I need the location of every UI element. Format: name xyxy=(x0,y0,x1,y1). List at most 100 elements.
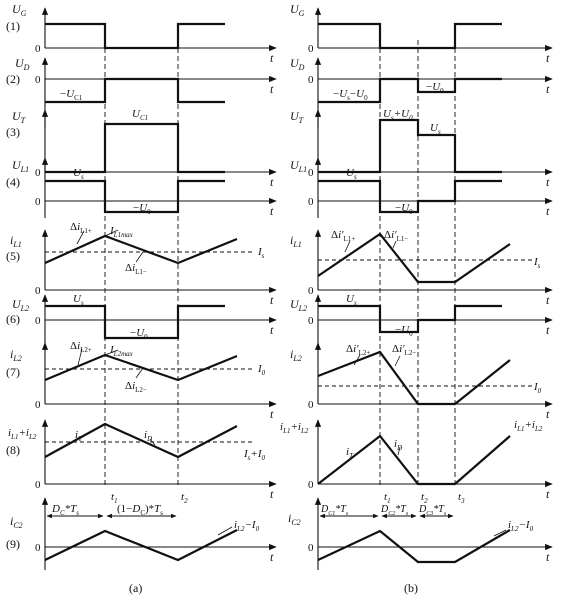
panel-b-time-guides xyxy=(379,40,456,488)
delta-il2-rise-label: Δi′L2+ xyxy=(346,343,370,357)
ic2-waveform xyxy=(317,529,511,564)
i0-label: I0 xyxy=(257,363,266,377)
row-number: (4) xyxy=(6,175,20,189)
panel-b-zero-labels: 0 0 0 0 0 0 0 0 0 xyxy=(308,43,314,554)
t1-label: t1 xyxy=(384,491,391,505)
neg-u0-label: −U0 xyxy=(395,202,413,216)
zero-label: 0 xyxy=(35,315,41,327)
ut-waveform xyxy=(318,118,502,174)
t-axis-label: t xyxy=(546,323,550,337)
il2-waveform xyxy=(44,353,238,382)
panel-b-waveforms xyxy=(317,22,511,564)
il2max-label: IL2max xyxy=(109,344,134,358)
panel-a-caption: (a) xyxy=(129,581,142,595)
panel-a-axes xyxy=(41,7,277,570)
t-axis-label: t xyxy=(270,550,274,564)
il1max-label: IL1max xyxy=(109,225,134,239)
neg-uc1-label: −UC1 xyxy=(60,88,83,102)
ud-waveform xyxy=(45,77,225,104)
zero-label: 0 xyxy=(308,399,314,411)
itotal-waveform xyxy=(44,422,238,459)
t-axis-label: t xyxy=(270,293,274,307)
us-label: Us xyxy=(73,293,84,307)
ud-waveform xyxy=(318,77,502,104)
t-axis-label: t xyxy=(270,175,274,189)
ul2-waveform xyxy=(45,304,225,340)
row-number: (9) xyxy=(6,537,20,551)
zero-label: 0 xyxy=(308,315,314,327)
is-label: Is xyxy=(533,256,541,270)
ud-label: UD xyxy=(15,56,30,72)
row-number: (8) xyxy=(6,443,20,457)
us-label: Us xyxy=(430,122,441,136)
is-label: Is xyxy=(257,246,265,260)
panel-a-waveforms xyxy=(44,22,238,562)
ut-label: UT xyxy=(12,109,26,125)
t-axis-label: t xyxy=(546,82,550,96)
row-number: (2) xyxy=(6,72,20,86)
row-number: (6) xyxy=(6,312,20,326)
t-axis-label: t xyxy=(546,204,550,218)
t-axis-label: t xyxy=(546,550,550,564)
neg-u0-label: −U0 xyxy=(426,81,444,95)
il2-label: iL2 xyxy=(290,347,302,363)
il1-label: iL1 xyxy=(290,233,302,249)
panel-a-average-lines xyxy=(45,251,255,443)
neg-us-minus-u0-label: −Us−U0 xyxy=(333,88,368,102)
zero-label: 0 xyxy=(308,167,314,179)
dc-ts-label: DC*Ts xyxy=(51,503,79,517)
it-label: iT xyxy=(75,429,83,443)
delta-il1-fall-label: ΔiL1− xyxy=(125,262,147,276)
t2-label: t2 xyxy=(421,491,428,505)
delta-il1-fall-label: Δi′L1− xyxy=(384,229,408,243)
ug-label: UG xyxy=(290,2,305,18)
row-numbers: (1) (2) (3) (4) (5) (6) (7) (8) (9) xyxy=(6,19,20,551)
one-minus-dc-ts-label: (1−DC)*Ts xyxy=(117,503,163,517)
t-axis-label: t xyxy=(270,204,274,218)
t-axis-label: t xyxy=(546,175,550,189)
dc3-ts-label: DC3*Ts xyxy=(418,504,447,517)
us-label: Us xyxy=(346,167,357,181)
delta-il2-rise-label: ΔiL2+ xyxy=(70,340,92,354)
panel-b-y-labels: UG UD UT UL1 iL1 UL2 iL2 iL1+iL2 iC2 xyxy=(280,2,309,527)
ul1-waveform xyxy=(318,179,502,214)
panel-b-annotations: −Us−U0 −U0 Us+U0 Us Us −U0 Δi′L1+ Δi′L1−… xyxy=(320,81,543,533)
zero-label: 0 xyxy=(35,479,41,491)
panel-b-average-lines xyxy=(318,259,532,387)
il1-plus-il2-side-label: iL1+iL2 xyxy=(514,419,543,433)
row-number: (7) xyxy=(6,365,20,379)
panel-a-pointers xyxy=(76,229,233,536)
t-axis-label: t xyxy=(546,51,550,65)
panel-a: UG UD UT UL1 iL1 UL2 iL2 iL1+iL2 iC2 (1)… xyxy=(6,2,277,595)
ud-label: UD xyxy=(290,56,305,72)
ug-label: UG xyxy=(12,2,27,18)
t2-label: t2 xyxy=(181,491,188,505)
panel-b-t-labels: t t t t t t t t t xyxy=(546,51,550,564)
il1-waveform xyxy=(44,234,238,265)
dc2-ts-label: DC2*Ts xyxy=(380,504,409,517)
panel-b: UG UD UT UL1 iL1 UL2 iL2 iL1+iL2 iC2 0 0… xyxy=(280,2,553,595)
t-axis-label: t xyxy=(546,407,550,421)
neg-u0-label: −U0 xyxy=(395,324,413,338)
zero-label: 0 xyxy=(35,285,41,297)
ut-label: UT xyxy=(290,109,304,125)
delta-il1-rise-label: ΔiL1+ xyxy=(70,221,92,235)
il2-minus-i0-label: iL2−I0 xyxy=(508,519,534,533)
ul2-label: UL2 xyxy=(290,297,307,313)
delta-il2-fall-label: ΔiL2− xyxy=(125,380,147,394)
ug-waveform xyxy=(318,22,502,50)
t3-label: t3 xyxy=(458,491,465,505)
ul1-label: UL1 xyxy=(12,158,29,174)
zero-label: 0 xyxy=(308,542,314,554)
panel-a-t-labels: t t t t t t t t t xyxy=(270,51,274,564)
zero-label: 0 xyxy=(308,43,314,55)
ic2-waveform xyxy=(44,529,238,562)
ic2-label: iC2 xyxy=(288,511,301,527)
neg-u0-label: −U0 xyxy=(130,327,148,341)
itotal-label: iL1+iL2 xyxy=(8,427,37,441)
ul2-waveform xyxy=(318,304,502,334)
il1-label: iL1 xyxy=(10,233,22,249)
itotal-waveform xyxy=(317,434,511,486)
t-axis-label: t xyxy=(270,407,274,421)
